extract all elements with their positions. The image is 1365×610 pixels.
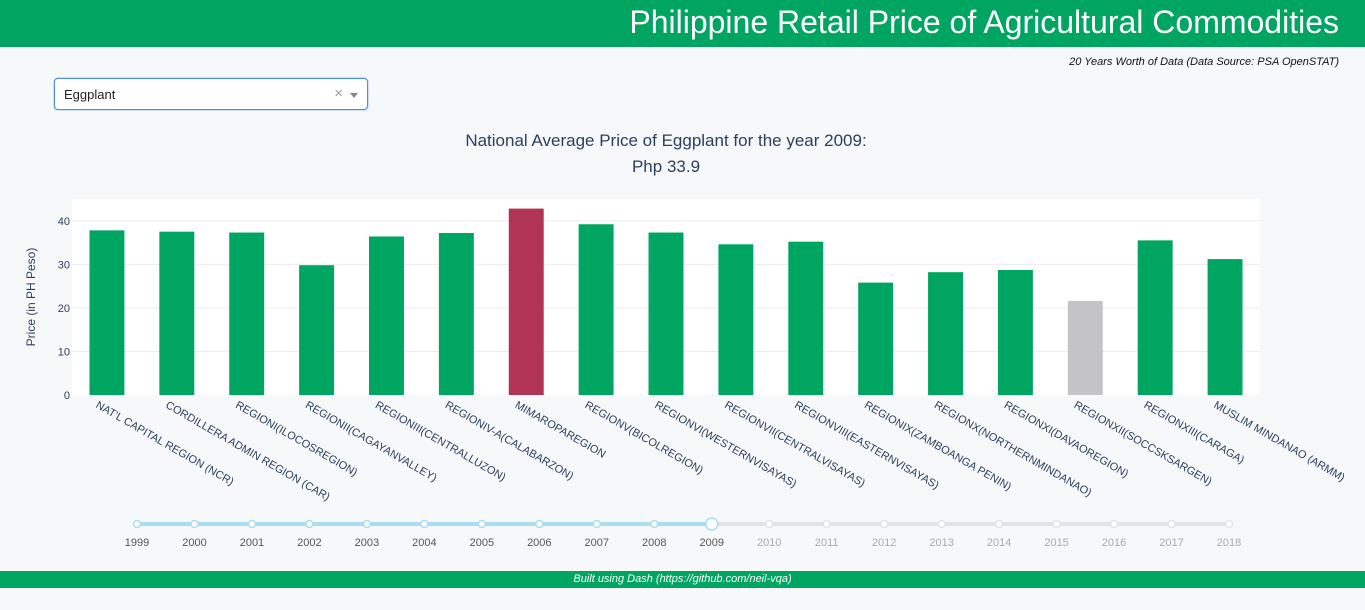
year-slider-mark[interactable]: 2018 xyxy=(1217,537,1241,549)
year-slider-dot[interactable] xyxy=(247,519,257,529)
dropdown-selected-value: Eggplant xyxy=(64,87,116,102)
bar[interactable] xyxy=(369,236,404,395)
year-slider-mark[interactable]: 2014 xyxy=(987,537,1011,549)
y-tick-label: 0 xyxy=(64,390,70,402)
year-slider-dot[interactable] xyxy=(937,519,946,529)
year-slider-mark[interactable]: 2000 xyxy=(182,537,206,549)
year-slider-mark[interactable]: 2013 xyxy=(929,537,953,549)
year-slider-dot[interactable] xyxy=(1109,519,1119,529)
year-slider-dot[interactable] xyxy=(477,519,487,529)
bar[interactable] xyxy=(718,244,754,395)
year-slider-mark[interactable]: 2012 xyxy=(872,537,896,549)
year-slider-dot[interactable] xyxy=(879,519,889,529)
bar[interactable] xyxy=(1207,259,1243,395)
bar[interactable] xyxy=(648,232,684,395)
x-tick-label: REGIONXII(SOCCSKSARGEN) xyxy=(1072,399,1214,488)
year-slider-mark[interactable]: 2009 xyxy=(699,537,723,549)
year-slider-mark[interactable]: 2008 xyxy=(642,537,666,549)
x-tick-label: REGIONV(BICOLREGION) xyxy=(583,399,705,477)
bar[interactable] xyxy=(788,241,824,395)
bar[interactable] xyxy=(89,230,125,395)
year-slider-mark[interactable]: 2005 xyxy=(470,537,494,549)
year-slider-dot[interactable] xyxy=(190,519,199,529)
year-slider-mark[interactable]: 1999 xyxy=(125,537,149,549)
bar[interactable] xyxy=(1137,240,1173,395)
year-slider-dot[interactable] xyxy=(994,519,1004,529)
y-tick-label: 40 xyxy=(58,216,70,228)
bar[interactable] xyxy=(997,269,1033,395)
x-tick-label: REGIONVI(WESTERNVISAYAS) xyxy=(653,399,799,490)
bar[interactable] xyxy=(928,272,963,395)
commodity-dropdown[interactable]: Eggplant × xyxy=(54,78,368,110)
x-tick-label: REGIONI(ILOCOSREGION) xyxy=(233,399,359,479)
year-slider-dot[interactable] xyxy=(132,519,142,529)
year-slider-mark[interactable]: 2015 xyxy=(1044,537,1068,549)
x-tick-label: NAT'L CAPITAL REGION (NCR) xyxy=(93,399,235,488)
year-slider-dot[interactable] xyxy=(822,519,831,529)
bar[interactable] xyxy=(299,265,335,395)
year-slider-mark[interactable]: 2007 xyxy=(585,537,609,549)
x-tick-label: REGIONXI(DAVAOREGION) xyxy=(1002,399,1130,480)
footer-bar: Built using Dash (https://github.com/nei… xyxy=(0,571,1365,588)
y-tick-label: 30 xyxy=(58,259,70,271)
year-slider-dot[interactable] xyxy=(1167,519,1176,529)
year-slider-dot[interactable] xyxy=(362,519,372,529)
year-slider-mark[interactable]: 2003 xyxy=(355,537,379,549)
year-slider-mark[interactable]: 2010 xyxy=(757,537,781,549)
year-slider-dot[interactable] xyxy=(535,519,544,529)
year-slider-dot[interactable] xyxy=(305,519,314,529)
y-tick-label: 20 xyxy=(58,303,70,315)
year-slider-mark[interactable]: 2017 xyxy=(1159,537,1183,549)
bar[interactable] xyxy=(229,232,265,395)
x-tick-label: REGIONIII(CENTRALLUZON) xyxy=(373,399,508,484)
header-bar: Philippine Retail Price of Agricultural … xyxy=(0,0,1365,47)
bar[interactable] xyxy=(578,224,614,395)
chart-title-line1: National Average Price of Eggplant for t… xyxy=(465,131,867,150)
year-slider-mark[interactable]: 2016 xyxy=(1102,537,1126,549)
chart-title-line2: Php 33.9 xyxy=(631,157,701,176)
footer-text: Built using Dash (https://github.com/nei… xyxy=(573,573,792,585)
bar[interactable] xyxy=(508,208,544,395)
year-slider-mark[interactable]: 2011 xyxy=(815,537,839,549)
year-slider-dot[interactable] xyxy=(592,519,602,529)
year-slider-mark[interactable]: 2006 xyxy=(527,537,551,549)
year-slider-handle[interactable] xyxy=(704,517,719,531)
year-slider-dot[interactable] xyxy=(764,519,774,529)
chevron-down-icon[interactable] xyxy=(350,93,358,98)
year-slider-mark[interactable]: 2004 xyxy=(412,537,436,549)
bar[interactable] xyxy=(438,232,474,395)
bar[interactable] xyxy=(1067,300,1103,395)
bar[interactable] xyxy=(858,282,894,395)
x-tick-label: MUSLIM MINDANAO (ARMM) xyxy=(1212,399,1347,484)
x-tick-label: REGIONVII(CENTRALVISAYAS) xyxy=(722,399,867,489)
bar[interactable] xyxy=(159,231,195,395)
year-slider-dot[interactable] xyxy=(420,519,429,529)
data-source-note: 20 Years Worth of Data (Data Source: PSA… xyxy=(1069,56,1339,68)
year-slider-dot[interactable] xyxy=(1052,519,1061,529)
y-tick-label: 10 xyxy=(58,346,70,358)
year-slider-mark[interactable]: 2001 xyxy=(240,537,264,549)
page-title: Philippine Retail Price of Agricultural … xyxy=(629,4,1339,40)
x-tick-label: REGIONII(CAGAYANVALLEY) xyxy=(303,399,439,484)
y-axis-label: Price (in PH Peso) xyxy=(24,248,38,347)
clear-icon[interactable]: × xyxy=(334,85,343,102)
year-slider-mark[interactable]: 2002 xyxy=(297,537,321,549)
year-slider-dot[interactable] xyxy=(650,519,659,529)
x-tick-label: REGIONIV-A(CALABARZON) xyxy=(443,399,576,482)
year-slider-dot[interactable] xyxy=(1224,519,1234,529)
